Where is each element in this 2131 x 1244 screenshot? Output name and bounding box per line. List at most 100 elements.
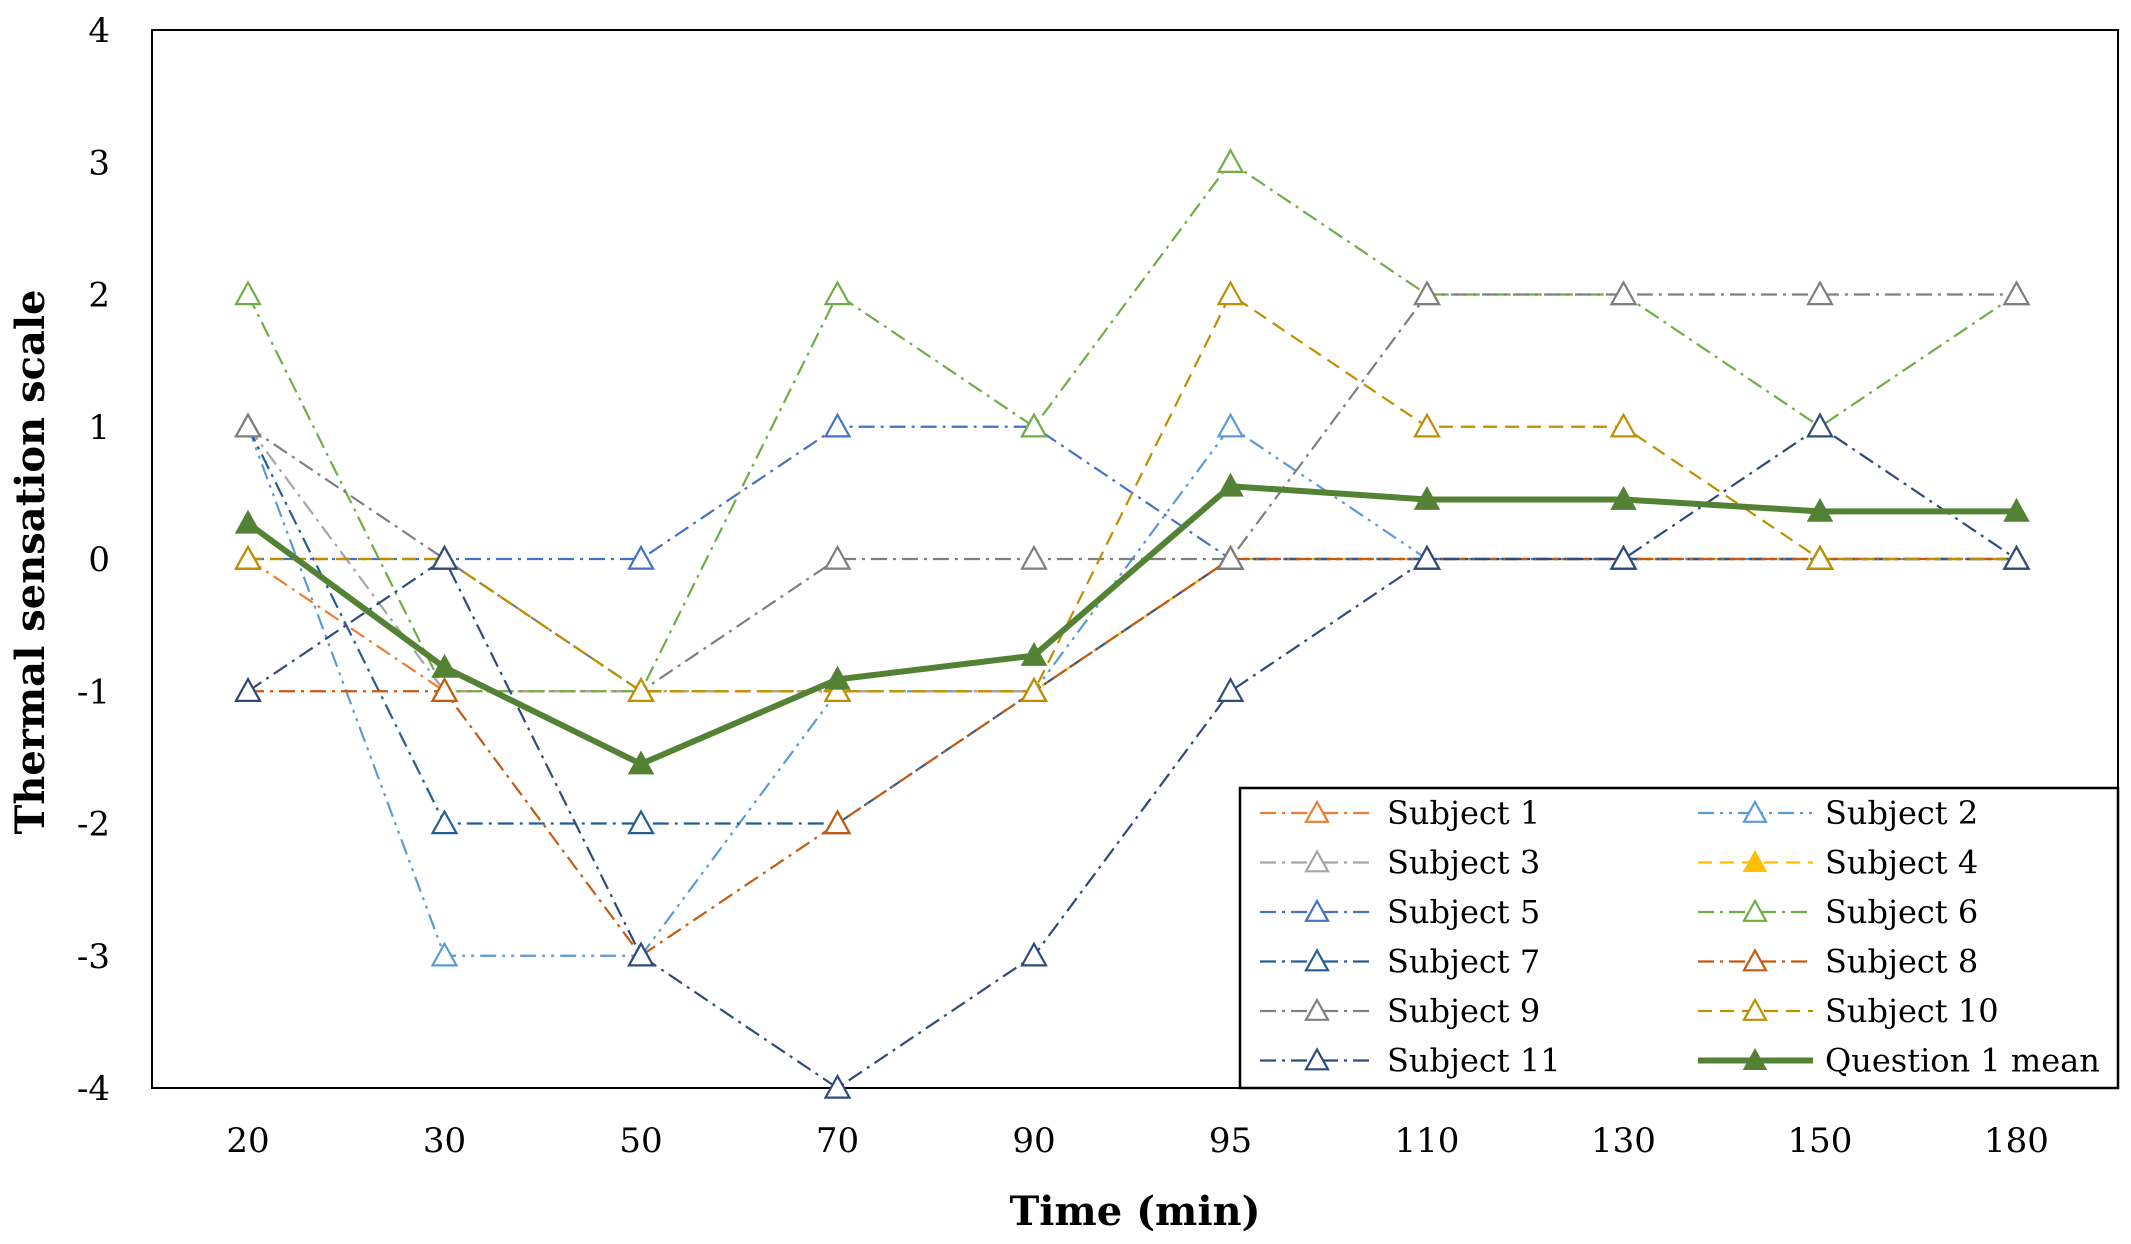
y-axis-title: Thermal sensation scale — [7, 289, 54, 834]
y-tick-label: 0 — [88, 540, 110, 580]
legend-marker-swatch — [1742, 997, 1768, 1021]
data-point-marker — [824, 665, 851, 690]
data-point-marker — [627, 676, 655, 702]
x-tick-label: 110 — [1395, 1121, 1460, 1161]
series-lines — [246, 161, 2018, 1090]
data-point-marker — [627, 941, 655, 967]
data-point-marker — [1020, 412, 1048, 438]
data-point-marker — [1216, 676, 1245, 702]
x-tick-label: 150 — [1788, 1121, 1853, 1161]
x-tick-label: 95 — [1209, 1121, 1252, 1161]
legend-label: Subject 7 — [1387, 943, 1540, 981]
data-point-marker — [823, 280, 852, 306]
x-tick-label: 90 — [1012, 1121, 1055, 1161]
series-line-8 — [248, 557, 2017, 957]
series-line-11 — [247, 425, 2018, 1090]
x-axis-ticks: 20 30 50 70 90 95 110 130 150 180 — [226, 1121, 2049, 1161]
y-tick-label: 4 — [88, 11, 110, 51]
y-tick-label: -4 — [77, 1069, 110, 1109]
legend-marker-swatch — [1742, 898, 1768, 922]
data-point-marker — [1217, 472, 1244, 497]
legend-marker-swatch — [1742, 849, 1768, 873]
legend-label: Subject 4 — [1825, 844, 1978, 882]
legend-label: Subject 1 — [1387, 794, 1540, 832]
x-tick-label: 180 — [1984, 1121, 2049, 1161]
legend-label: Subject 6 — [1825, 893, 1978, 931]
y-tick-label: 1 — [88, 408, 110, 448]
series-line-10 — [248, 293, 2017, 693]
data-point-marker — [627, 750, 655, 775]
x-tick-label: 30 — [423, 1121, 466, 1161]
data-point-marker — [1020, 544, 1048, 570]
series-line-12 — [246, 483, 2017, 767]
legend-label: Subject 8 — [1825, 943, 1978, 981]
data-point-marker — [1806, 497, 1834, 522]
data-point-marker — [1020, 641, 1048, 666]
data-point-marker — [431, 653, 458, 678]
legend-marker-swatch — [1742, 948, 1768, 972]
data-point-marker — [1216, 147, 1245, 173]
data-point-marker — [1216, 412, 1245, 438]
legend-marker-swatch — [1304, 948, 1330, 972]
data-point-marker — [627, 544, 655, 570]
data-point-marker — [1413, 280, 1441, 306]
data-point-marker — [2002, 544, 2031, 570]
legend-label: Subject 2 — [1825, 794, 1978, 832]
legend-label: Subject 5 — [1387, 893, 1540, 931]
legend-marker-swatch — [1304, 1047, 1330, 1071]
series-line-6 — [247, 161, 2018, 693]
series-markers — [234, 147, 2031, 1099]
data-point-marker — [430, 809, 459, 835]
legend-label: Subject 3 — [1387, 844, 1540, 882]
x-tick-label: 50 — [619, 1121, 662, 1161]
legend-label: Subject 11 — [1387, 1042, 1561, 1080]
legend-marker-swatch — [1304, 799, 1330, 823]
data-point-marker — [627, 809, 655, 835]
legend-marker-swatch — [1742, 1047, 1768, 1071]
data-point-marker — [430, 941, 459, 967]
legend-label: Subject 10 — [1825, 992, 1999, 1030]
data-point-marker — [823, 809, 852, 835]
data-point-marker — [823, 412, 852, 438]
data-point-marker — [1216, 280, 1245, 306]
data-point-marker — [1020, 676, 1048, 702]
y-tick-label: -1 — [77, 672, 110, 712]
data-point-marker — [1610, 485, 1637, 510]
data-point-marker — [430, 544, 459, 570]
legend-marker-swatch — [1304, 997, 1330, 1021]
legend: Subject 1 Subject 2 Subject 3 Subject 4 Subj… — [1238, 786, 2120, 1090]
data-point-marker — [1806, 280, 1834, 306]
plot-area-border — [151, 29, 2119, 1089]
data-point-marker — [234, 412, 262, 438]
legend-marker-swatch — [1742, 799, 1768, 823]
data-point-marker — [234, 509, 262, 534]
data-point-marker — [2002, 280, 2031, 306]
data-point-marker — [2003, 497, 2030, 522]
data-point-marker — [1806, 544, 1834, 570]
legend-marker-swatch — [1304, 849, 1330, 873]
x-tick-label: 70 — [816, 1121, 859, 1161]
legend-label: Subject 9 — [1387, 992, 1540, 1030]
data-point-marker — [1806, 412, 1834, 438]
x-tick-label: 20 — [226, 1121, 269, 1161]
data-point-marker — [234, 544, 262, 570]
y-axis-ticks: 4 3 2 1 0 -1 -2 -3 -4 — [77, 11, 110, 1109]
data-point-marker — [1609, 544, 1638, 570]
y-tick-label: 3 — [88, 143, 110, 183]
x-tick-label: 130 — [1591, 1121, 1656, 1161]
data-point-marker — [1413, 485, 1441, 510]
data-point-marker — [1609, 280, 1638, 306]
x-axis-title: Time (min) — [1009, 1188, 1260, 1235]
data-point-marker — [1020, 941, 1048, 967]
data-point-marker — [823, 544, 852, 570]
data-point-marker — [1413, 412, 1441, 438]
legend-box — [1238, 786, 2120, 1090]
y-tick-label: 2 — [88, 276, 110, 316]
data-point-marker — [234, 280, 262, 306]
data-point-marker — [1609, 412, 1638, 438]
data-point-marker — [234, 676, 262, 702]
data-point-marker — [823, 676, 852, 702]
y-tick-label: -3 — [77, 937, 110, 977]
y-tick-label: -2 — [77, 805, 110, 845]
